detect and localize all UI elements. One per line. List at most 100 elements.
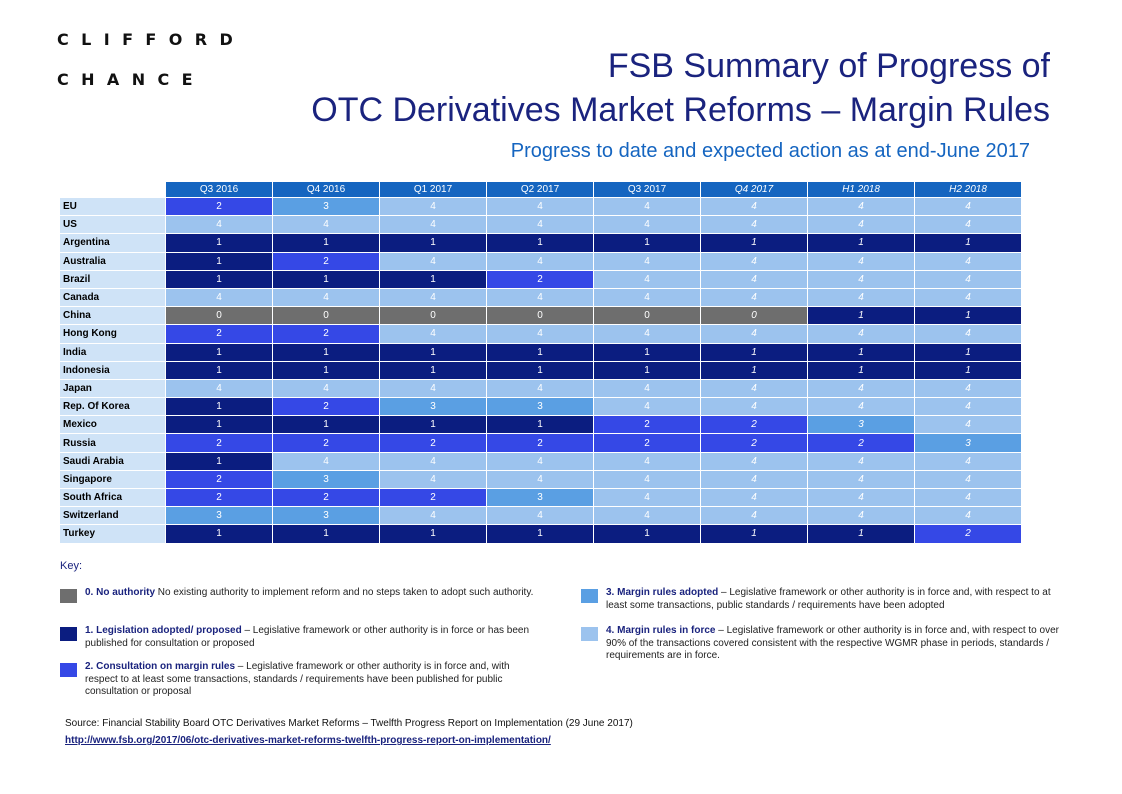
status-cell: 3 xyxy=(808,416,914,434)
status-cell: 4 xyxy=(701,489,807,507)
status-cell: 4 xyxy=(380,379,486,398)
source-link[interactable]: http://www.fsb.org/2017/06/otc-derivativ… xyxy=(65,735,551,746)
status-cell: 2 xyxy=(273,434,379,452)
table-body: EU 2 3 4 4 4 4 4 4 US 4 4 4 4 4 4 4 4 Argentina 1 1 1 1 1 1 1 1 Aus… xyxy=(60,198,1021,543)
table-row: Singapore 2 3 4 4 4 4 4 4 xyxy=(60,470,1021,488)
table-row: US 4 4 4 4 4 4 4 4 xyxy=(60,216,1021,234)
status-cell: 1 xyxy=(915,343,1021,361)
status-cell: 4 xyxy=(808,452,914,470)
country-name: Singapore xyxy=(60,470,165,488)
status-cell: 0 xyxy=(273,307,379,325)
key-swatch-3 xyxy=(581,589,598,603)
status-cell: 0 xyxy=(594,307,700,325)
status-cell: 1 xyxy=(273,234,379,252)
status-cell: 1 xyxy=(166,398,272,416)
status-cell: 4 xyxy=(915,216,1021,234)
country-name: EU xyxy=(60,198,165,216)
status-cell: 2 xyxy=(166,489,272,507)
table-row: Switzerland 3 3 4 4 4 4 4 4 xyxy=(60,507,1021,525)
status-cell: 4 xyxy=(380,470,486,488)
status-cell: 4 xyxy=(594,452,700,470)
status-cell: 4 xyxy=(701,325,807,343)
logo-line-1: CLIFFORD xyxy=(57,30,246,49)
table-row: Turkey 1 1 1 1 1 1 1 2 xyxy=(60,525,1021,543)
status-cell: 2 xyxy=(808,434,914,452)
status-cell: 4 xyxy=(487,379,593,398)
status-cell: 4 xyxy=(380,288,486,307)
status-cell: 1 xyxy=(166,234,272,252)
status-cell: 4 xyxy=(166,288,272,307)
country-name: India xyxy=(60,343,165,361)
status-cell: 4 xyxy=(808,379,914,398)
country-name: Indonesia xyxy=(60,361,165,379)
status-cell: 1 xyxy=(701,234,807,252)
status-cell: 2 xyxy=(915,525,1021,543)
status-cell: 1 xyxy=(808,361,914,379)
status-cell: 1 xyxy=(701,343,807,361)
logo-line-2: CHANCE xyxy=(57,70,205,89)
status-cell: 4 xyxy=(594,489,700,507)
status-cell: 3 xyxy=(166,507,272,525)
status-cell: 4 xyxy=(380,325,486,343)
status-cell: 4 xyxy=(273,216,379,234)
status-cell: 4 xyxy=(808,470,914,488)
status-cell: 4 xyxy=(808,507,914,525)
status-cell: 4 xyxy=(701,252,807,270)
column-header: Q3 2017 xyxy=(594,182,700,197)
status-cell: 4 xyxy=(808,398,914,416)
status-cell: 1 xyxy=(701,361,807,379)
country-name: South Africa xyxy=(60,489,165,507)
status-cell: 1 xyxy=(166,416,272,434)
status-cell: 2 xyxy=(273,398,379,416)
source-note: Source: Financial Stability Board OTC De… xyxy=(65,715,645,749)
status-cell: 4 xyxy=(701,452,807,470)
status-cell: 2 xyxy=(594,434,700,452)
status-cell: 1 xyxy=(166,452,272,470)
status-cell: 1 xyxy=(701,525,807,543)
status-cell: 3 xyxy=(380,398,486,416)
status-cell: 1 xyxy=(380,361,486,379)
status-cell: 1 xyxy=(594,234,700,252)
status-cell: 4 xyxy=(487,198,593,216)
status-cell: 1 xyxy=(380,270,486,288)
status-cell: 4 xyxy=(701,288,807,307)
status-cell: 1 xyxy=(273,343,379,361)
key-item-text: – Legislative framework or other authori… xyxy=(85,661,510,697)
status-cell: 4 xyxy=(701,270,807,288)
status-cell: 2 xyxy=(380,434,486,452)
key-label-text: Key xyxy=(60,560,79,572)
status-cell: 4 xyxy=(915,489,1021,507)
status-cell: 4 xyxy=(380,198,486,216)
status-cell: 4 xyxy=(594,470,700,488)
status-cell: 4 xyxy=(701,216,807,234)
status-cell: 1 xyxy=(594,361,700,379)
title-line-1: FSB Summary of Progress of xyxy=(607,47,1050,85)
status-cell: 2 xyxy=(487,434,593,452)
status-cell: 4 xyxy=(487,507,593,525)
subtitle: Progress to date and expected action as … xyxy=(510,140,1030,162)
status-cell: 1 xyxy=(808,234,914,252)
progress-table: Q3 2016 Q4 2016 Q1 2017 Q2 2017 Q3 2017 Q4 20… xyxy=(59,181,1022,544)
status-cell: 0 xyxy=(701,307,807,325)
status-cell: 4 xyxy=(166,379,272,398)
status-cell: 4 xyxy=(594,325,700,343)
key-swatch-4 xyxy=(581,627,598,641)
status-cell: 2 xyxy=(701,416,807,434)
status-cell: 4 xyxy=(380,507,486,525)
table-row: Argentina 1 1 1 1 1 1 1 1 xyxy=(60,234,1021,252)
status-cell: 1 xyxy=(380,343,486,361)
status-cell: 4 xyxy=(594,198,700,216)
table-row: China 0 0 0 0 0 0 1 1 xyxy=(60,307,1021,325)
status-cell: 2 xyxy=(166,470,272,488)
status-cell: 4 xyxy=(380,216,486,234)
status-cell: 4 xyxy=(594,398,700,416)
status-cell: 0 xyxy=(380,307,486,325)
status-cell: 1 xyxy=(273,361,379,379)
status-cell: 4 xyxy=(594,379,700,398)
status-cell: 4 xyxy=(915,198,1021,216)
country-name: Canada xyxy=(60,288,165,307)
status-cell: 1 xyxy=(166,361,272,379)
status-cell: 4 xyxy=(487,252,593,270)
status-cell: 2 xyxy=(487,270,593,288)
status-cell: 4 xyxy=(380,452,486,470)
